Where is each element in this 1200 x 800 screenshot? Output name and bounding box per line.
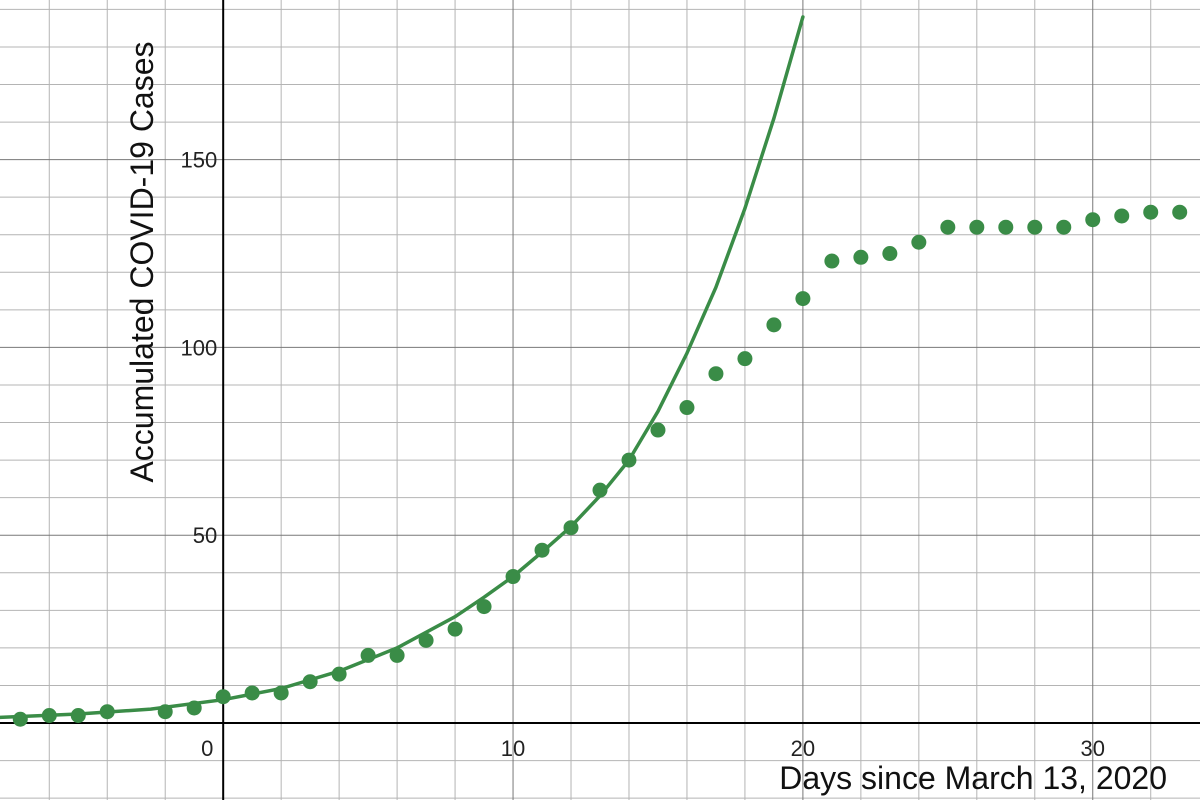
y-axis-label: Accumulated COVID-19 Cases — [124, 41, 160, 482]
data-point — [476, 599, 492, 615]
x-tick-label: 20 — [791, 736, 815, 761]
tick-labels: 0 10 20 30 50 100 150 — [180, 148, 1105, 761]
data-point — [70, 707, 86, 723]
y-tick-label: 100 — [180, 335, 217, 360]
data-point — [1085, 212, 1101, 228]
data-point — [1172, 204, 1188, 220]
y-tick-label: 50 — [193, 523, 217, 548]
data-point — [505, 569, 521, 585]
data-point — [824, 253, 840, 269]
data-point — [882, 246, 898, 262]
data-point — [273, 685, 289, 701]
data-point — [679, 400, 695, 416]
x-tick-label: 30 — [1081, 736, 1105, 761]
x-axis-label: Days since March 13, 2020 — [779, 760, 1167, 796]
curve-line — [0, 15, 805, 720]
data-point — [853, 249, 869, 265]
data-point — [534, 542, 550, 558]
data-point — [244, 685, 260, 701]
data-point — [99, 704, 115, 720]
data-point — [1114, 208, 1130, 224]
data-point — [911, 234, 927, 250]
data-point — [1056, 219, 1072, 235]
data-point — [418, 632, 434, 648]
data-point — [766, 317, 782, 333]
data-point — [447, 621, 463, 637]
data-point — [621, 452, 637, 468]
data-point — [737, 351, 753, 367]
data-point — [12, 711, 28, 727]
y-tick-label: 150 — [180, 148, 217, 173]
data-point — [1143, 204, 1159, 220]
data-point — [186, 700, 202, 716]
data-point — [795, 291, 811, 307]
data-point — [157, 704, 173, 720]
data-point — [708, 366, 724, 382]
data-point — [331, 666, 347, 682]
data-point — [389, 647, 405, 663]
data-point — [650, 422, 666, 438]
x-tick-label: 10 — [501, 736, 525, 761]
x-tick-label: 0 — [201, 736, 213, 761]
data-point — [302, 674, 318, 690]
data-point — [360, 647, 376, 663]
data-point — [563, 520, 579, 536]
data-point — [592, 482, 608, 498]
data-point — [969, 219, 985, 235]
data-point — [998, 219, 1014, 235]
fitted-curve — [0, 15, 805, 720]
data-point — [215, 689, 231, 705]
data-point — [1027, 219, 1043, 235]
data-point — [940, 219, 956, 235]
data-point — [41, 707, 57, 723]
data-points — [12, 204, 1188, 727]
